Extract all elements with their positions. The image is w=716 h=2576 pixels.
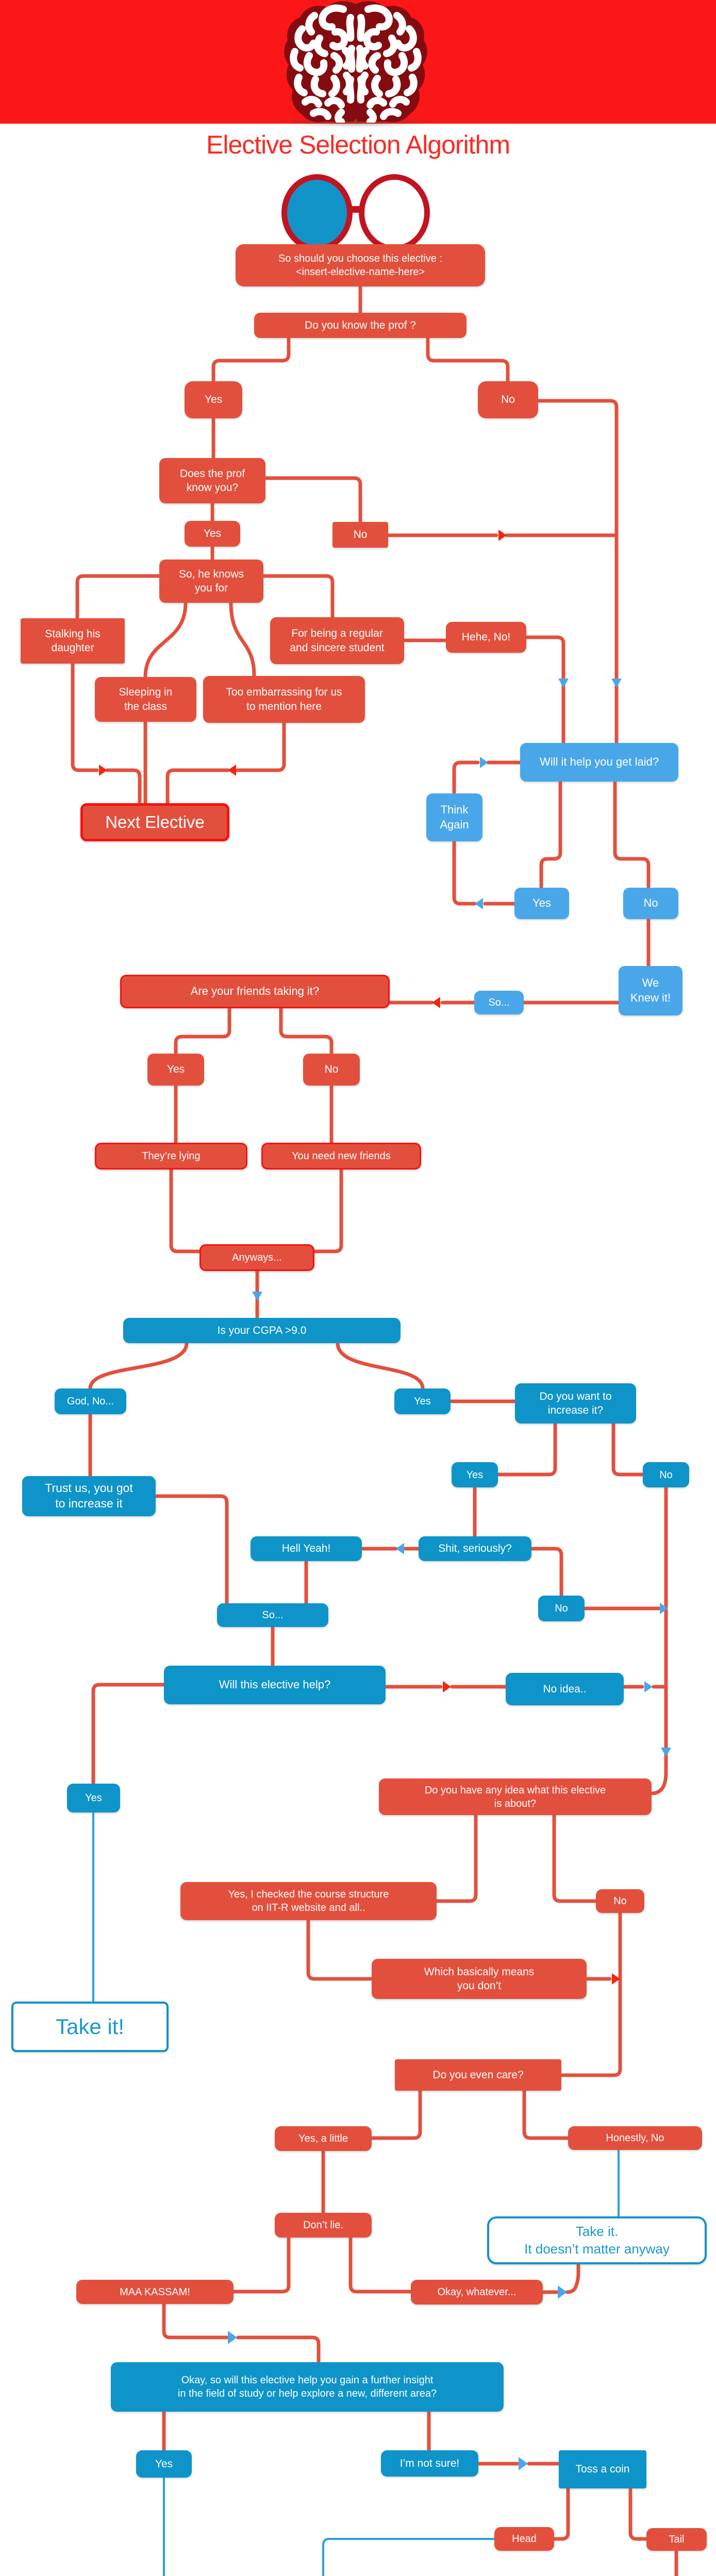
node-new-friends: You need new friends [261,1143,421,1170]
node-prof-knows-yes: Yes [185,521,240,547]
node-hehe-no: Hehe, No! [446,622,526,653]
node-knows-you-for: So, he knows you for [159,560,263,603]
node-no-idea: No idea.. [506,1673,624,1705]
node-sleeping-class: Sleeping in the class [95,677,196,722]
node-prof-knows-no: No [332,522,388,548]
node-next-elective-1: Next Elective [80,803,229,841]
node-trust-us: Trust us, you got to increase it [22,1476,156,1516]
node-prof-knows-you: Does the prof know you? [159,458,265,503]
node-dont-lie: Don’t lie. [275,2213,372,2238]
node-increase-yes: Yes [452,1462,498,1487]
node-cgpa: Is your CGPA >9.0 [123,1318,401,1343]
node-increase-it: Do you want to increase it? [515,1383,636,1423]
node-checked-course: Yes, I checked the course structure on I… [180,1882,437,1920]
node-shit-seriously: Shit, seriously? [419,1536,531,1561]
node-care-no: Honestly, No [568,2126,702,2150]
node-we-knew-it: We Knew it! [619,966,682,1015]
node-tail: Tail [646,2528,707,2551]
node-so-2: So... [217,1603,328,1627]
node-head: Head [494,2527,554,2551]
node-toss-coin: Toss a coin [559,2450,646,2488]
node-elective-help: Will this elective help? [164,1666,386,1704]
node-think-again: Think Again [426,793,482,841]
node-cgpa-yes: Yes [394,1388,451,1414]
node-maa-kassam: MAA KASSAM! [76,2280,234,2304]
node-increase-no: No [643,1462,689,1487]
node-insight-yes: Yes [136,2450,192,2478]
node-seriously-no: No [538,1596,585,1621]
node-okay-whatever: Okay, whatever... [411,2280,543,2304]
node-even-care: Do you even care? [395,2059,561,2091]
node-friends-yes: Yes [147,1054,204,1086]
node-take-it-anyway: Take it. It doesn’t matter anyway [487,2216,707,2264]
node-care-yes: Yes, a little [275,2126,372,2151]
node-god-no: God, No... [55,1388,126,1414]
node-intro: So should you choose this elective : <in… [236,244,485,286]
node-anyways: Anyways... [199,1244,314,1271]
node-laid-yes: Yes [514,888,569,919]
node-laid-no: No [623,888,678,919]
node-too-embarrassing: Too embarrassing for us to mention here [203,676,365,723]
node-not-sure: I’m not sure! [381,2450,478,2477]
node-know-prof: Do you know the prof ? [254,313,467,338]
node-means-dont: Which basically means you don’t [372,1959,587,1999]
node-know-prof-no: No [478,381,538,418]
node-idea-no: No [596,1889,644,1913]
node-insight-question: Okay, so will this elective help you gai… [111,2362,504,2412]
node-get-laid: Will it help you get laid? [520,743,678,782]
node-regular-student: For being a regular and sincere student [270,617,404,664]
node-know-prof-yes: Yes [185,381,242,418]
brain-icon [284,0,428,123]
node-stalking-daughter: Stalking his daughter [21,618,125,664]
node-theyre-lying: They’re lying [95,1143,247,1170]
node-friends-no: No [303,1054,360,1086]
node-hell-yeah: Hell Yeah! [251,1536,362,1561]
node-take-it-left: Take it! [11,2002,169,2052]
node-so-knew: So... [474,991,524,1014]
node-any-idea: Do you have any idea what this elective … [379,1778,652,1815]
node-help-yes: Yes [67,1784,120,1812]
page-title: Elective Selection Algorithm [206,130,510,159]
node-friends-taking: Are your friends taking it? [120,975,390,1008]
